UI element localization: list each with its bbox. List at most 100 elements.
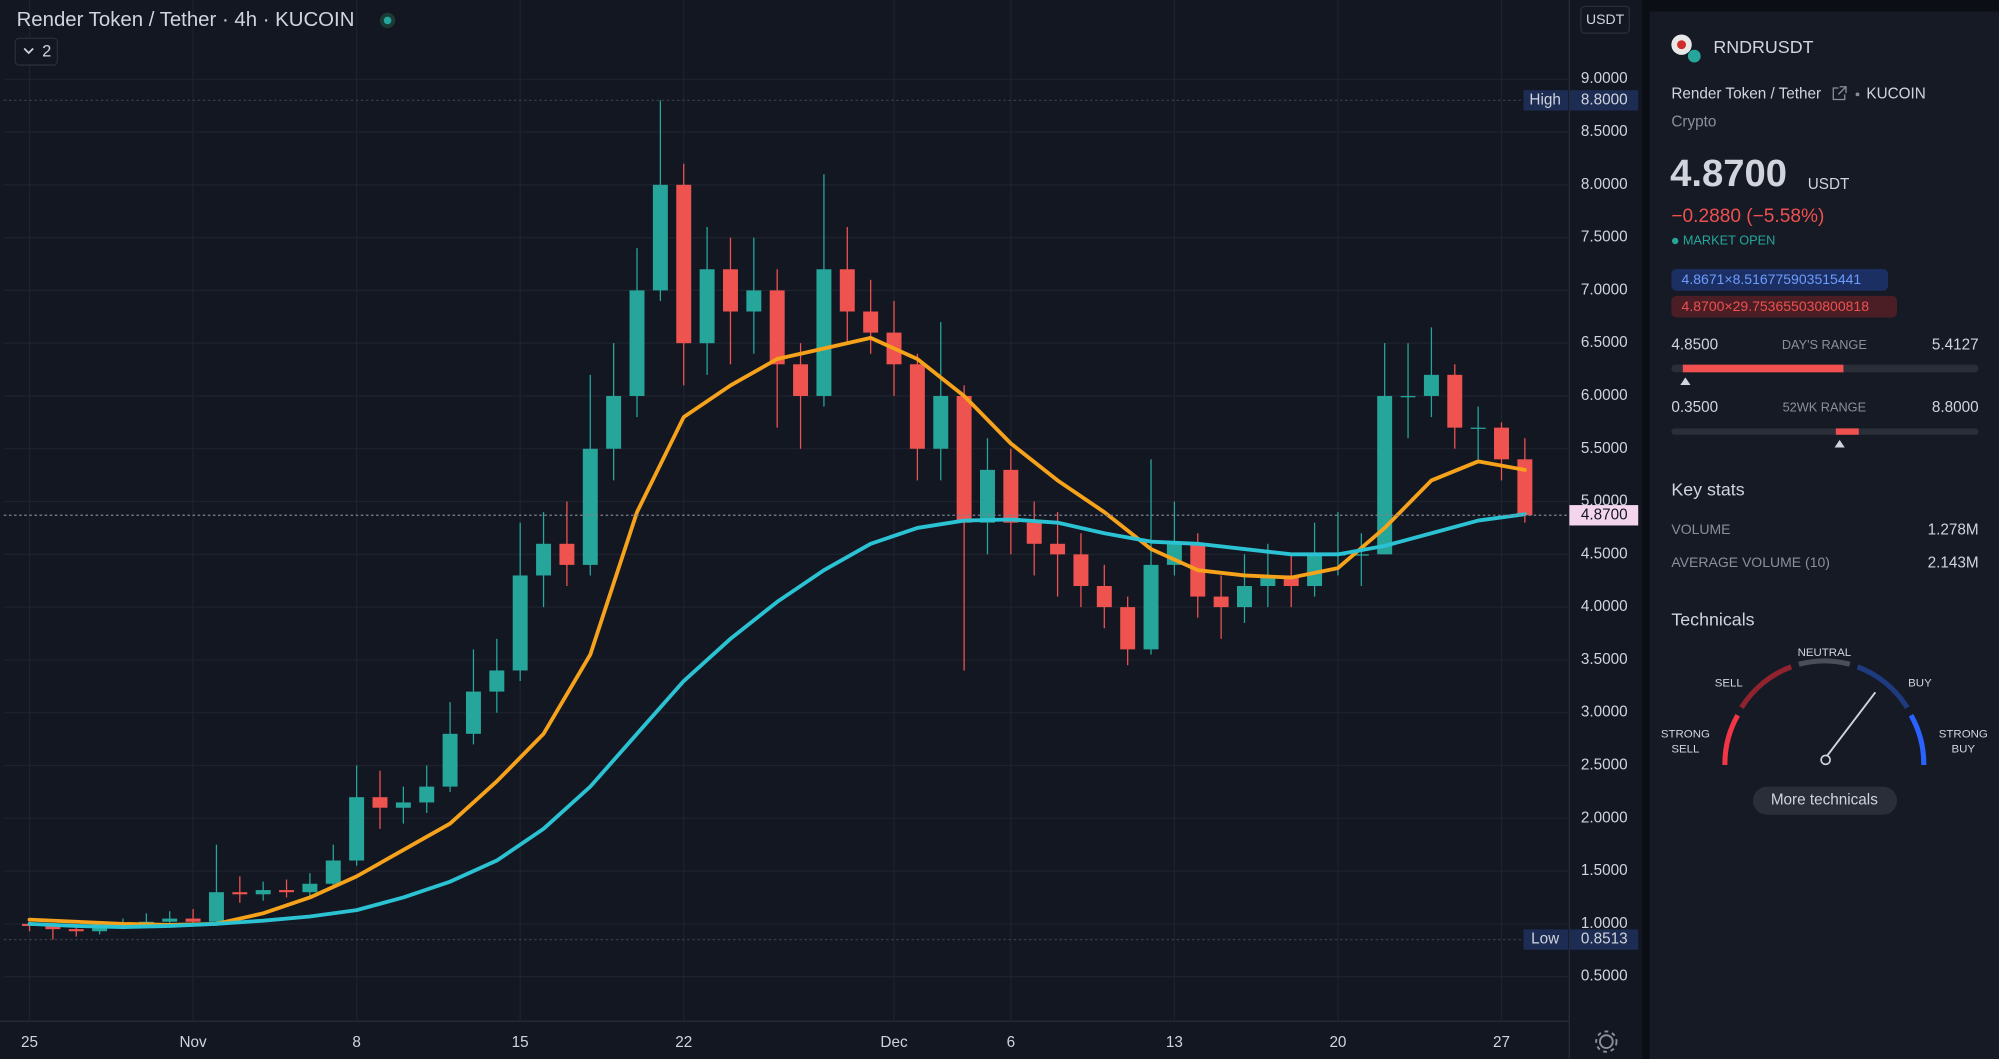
y-tick-label: 6.0000: [1581, 387, 1628, 404]
y-tick-label: 8.5000: [1581, 123, 1628, 140]
high-value-badge: [1569, 90, 1639, 111]
x-tick-label: 22: [675, 1034, 692, 1051]
candle-body: [349, 797, 365, 861]
low-name: Low: [1531, 931, 1560, 948]
wk52-range-track: [1671, 428, 1979, 435]
high-value: 8.8000: [1581, 91, 1628, 108]
stat-label: AVERAGE VOLUME (10): [1671, 554, 1830, 570]
symbol-logo-dot: [1677, 40, 1687, 50]
candle-body: [1237, 586, 1252, 608]
chevron-icon: [23, 47, 34, 55]
high-name: High: [1529, 91, 1560, 108]
category: Crypto: [1671, 113, 1716, 130]
more-technicals-button[interactable]: [1752, 786, 1898, 815]
gauge-label: STRONG: [1661, 728, 1710, 740]
last-value: 4.8700: [1581, 506, 1628, 523]
y-tick-label: 4.5000: [1581, 545, 1628, 562]
candle-body: [1353, 554, 1369, 556]
y-tick-label: 2.5000: [1581, 757, 1628, 774]
candle-body: [325, 860, 341, 884]
candle-body: [92, 927, 108, 932]
low-value-badge: [1569, 929, 1639, 950]
candle-body: [185, 918, 201, 922]
y-tick-label: 6.5000: [1581, 334, 1628, 351]
wk52-range-high: 8.8000: [1932, 399, 1979, 416]
stat-label: VOLUME: [1671, 521, 1730, 537]
indicators-toggle[interactable]: [14, 37, 59, 66]
ask-badge: [1671, 295, 1898, 318]
technicals-title: Technicals: [1671, 610, 1754, 630]
gauge-label: SELL: [1671, 744, 1699, 756]
currency-label[interactable]: USDT: [1586, 11, 1625, 27]
grid: [3, 0, 1569, 1020]
candle-body: [629, 290, 645, 396]
status-dot: [383, 16, 392, 25]
gauge-buy: [1856, 664, 1910, 709]
wk52-range-low: 0.3500: [1671, 399, 1718, 416]
chart-title: Render Token / Tether · 4h · KUCOIN: [17, 9, 355, 31]
x-tick-label: 8: [352, 1034, 361, 1051]
indicators-count[interactable]: 2: [42, 42, 51, 61]
candle-body: [1073, 554, 1089, 587]
y-tick-label: 1.0000: [1581, 915, 1628, 932]
candle-body: [1050, 543, 1066, 555]
moving-average-line: [27, 512, 1527, 929]
stat-value: 2.143M: [1928, 555, 1979, 572]
x-tick-label: Nov: [179, 1034, 207, 1051]
candle-body: [909, 364, 925, 449]
x-tick-label: 25: [21, 1034, 38, 1051]
day-range-fill: [1682, 364, 1844, 373]
sidebar: [1649, 0, 1999, 1059]
candle-body: [302, 883, 318, 893]
sidebar-top-border: [1649, 0, 1999, 12]
candle-body: [232, 892, 248, 895]
candle-body: [1517, 459, 1533, 516]
gauge-pivot: [1820, 754, 1831, 766]
x-tick-label: 27: [1493, 1034, 1510, 1051]
candle-body: [676, 184, 692, 344]
bid: 4.8671×8.516775903515441: [1682, 271, 1862, 287]
gauge-needle: [1826, 691, 1877, 757]
price-currency: USDT: [1808, 176, 1850, 193]
y-tick-label: 3.5000: [1581, 651, 1628, 668]
day-range-low: 4.8500: [1671, 337, 1718, 354]
candle-body: [863, 311, 879, 333]
external-link-icon[interactable]: [1832, 86, 1847, 101]
separator-dot: [1855, 92, 1860, 97]
candle-body: [536, 543, 552, 576]
y-tick-label: 3.0000: [1581, 704, 1628, 721]
candle-body: [1470, 427, 1486, 429]
candle-body: [442, 733, 458, 787]
candle-body: [980, 469, 995, 523]
gauge-strong-buy: [1908, 714, 1927, 765]
high-name-badge: [1523, 90, 1569, 111]
candle-body: [279, 890, 295, 893]
candle-body: [1120, 607, 1136, 650]
candle-body: [1423, 374, 1439, 396]
candle-body: [1143, 564, 1159, 650]
candle-body: [933, 395, 949, 449]
gauge-label: STRONG: [1939, 728, 1988, 740]
day-range-marker: [1680, 377, 1691, 386]
last-value-badge: [1569, 505, 1639, 526]
settings-icon[interactable]: [1599, 1034, 1614, 1049]
candle-body: [606, 395, 622, 449]
candle-body: [1096, 586, 1112, 608]
y-tick-label: 5.5000: [1581, 440, 1628, 457]
gauge-label: BUY: [1952, 744, 1976, 756]
axes: 0.5000 1.0000 1.5000 2.0000 2.5000 3.0000 3.50…: [21, 70, 1639, 1051]
wk52-range-fill: [1835, 428, 1859, 435]
ask: 4.8700×29.753655030800818: [1682, 298, 1870, 314]
wk52-range-marker: [1834, 439, 1845, 448]
candle-body: [68, 929, 84, 932]
gauge-sell: [1739, 664, 1793, 709]
settings-icon-teeth: [1595, 1030, 1618, 1053]
y-tick-label: 2.0000: [1581, 809, 1628, 826]
currency-button[interactable]: [1580, 5, 1630, 34]
candle-body: [816, 269, 832, 396]
candle-body: [1260, 575, 1276, 587]
x-tick-label: 13: [1166, 1034, 1183, 1051]
more-technicals-label[interactable]: More technicals: [1771, 792, 1878, 809]
market-status-dot: [1671, 237, 1679, 245]
x-tick-label: 6: [1007, 1034, 1016, 1051]
